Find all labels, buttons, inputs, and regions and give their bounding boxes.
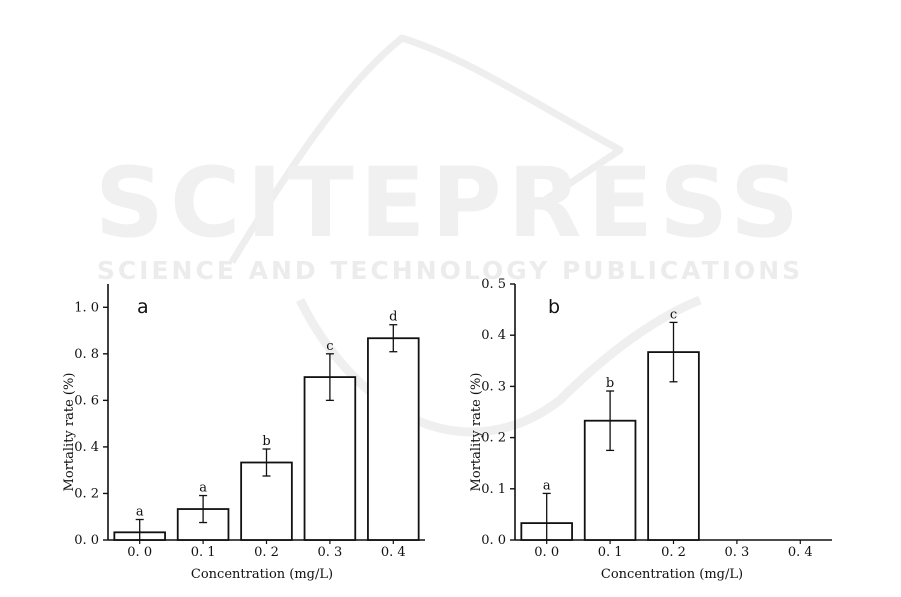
watermark: SCITEPRESS SCIENCE AND TECHNOLOGY PUBLIC…: [95, 34, 805, 437]
significance-letter: c: [670, 307, 677, 322]
x-tick-label: 0. 4: [381, 545, 406, 560]
significance-letter: d: [389, 310, 397, 325]
x-tick-label: 0. 1: [598, 545, 623, 560]
x-tick-label: 0. 2: [661, 545, 686, 560]
y-axis-title: Mortality rate (%): [62, 373, 77, 492]
watermark-main-text: SCITEPRESS: [95, 147, 805, 259]
y-tick-label: 0. 0: [481, 533, 506, 548]
y-tick-label: 0. 5: [481, 277, 506, 292]
significance-letter: a: [199, 481, 207, 496]
chart-panel-b: 0. 0 0. 1 0. 2 0. 3 0. 4 0. 5 0. 0 0. 1 0. 2 0. 3…: [469, 277, 832, 582]
watermark-swoosh: [295, 295, 702, 437]
significance-letter: a: [543, 478, 551, 493]
significance-letter: b: [262, 434, 270, 449]
significance-letter: a: [136, 505, 144, 520]
bar: [303, 376, 357, 541]
bar: [240, 461, 293, 541]
y-tick-label: 0. 2: [74, 486, 99, 501]
y-axis-title: Mortality rate (%): [469, 373, 484, 492]
chart-panel-a: 0. 0 0. 2 0. 4 0. 6 0. 8 1. 0 0. 0 0. 1 0. 2 0. 3…: [62, 284, 425, 582]
panel-label: b: [548, 296, 560, 318]
y-tick-label: 1. 0: [74, 300, 99, 315]
bar: [367, 337, 420, 541]
x-tick-label: 0. 3: [724, 545, 749, 560]
x-tick-label: 0. 2: [254, 545, 279, 560]
y-tick-label: 0. 3: [481, 379, 506, 394]
y-tick-label: 0. 8: [74, 347, 99, 362]
y-tick-label: 0. 4: [74, 440, 99, 455]
watermark-book-logo: [229, 34, 624, 264]
bar: [647, 351, 700, 541]
watermark-sub-text: SCIENCE AND TECHNOLOGY PUBLICATIONS: [97, 256, 803, 285]
x-tick-label: 0. 3: [317, 545, 342, 560]
x-axis-title: Concentration (mg/L): [601, 567, 743, 582]
x-tick-label: 0. 0: [127, 545, 152, 560]
y-tick-label: 0. 2: [481, 431, 506, 446]
significance-letter: b: [606, 376, 614, 391]
significance-letter: c: [326, 339, 333, 354]
x-tick-label: 0. 4: [788, 545, 813, 560]
panel-label: a: [137, 296, 149, 318]
y-tick-label: 0. 6: [74, 393, 99, 408]
y-tick-label: 0. 1: [481, 482, 506, 497]
y-tick-label: 0. 0: [74, 533, 99, 548]
x-tick-label: 0. 1: [191, 545, 216, 560]
y-tick-label: 0. 4: [481, 328, 506, 343]
x-axis-title: Concentration (mg/L): [191, 567, 333, 582]
x-tick-label: 0. 0: [534, 545, 559, 560]
